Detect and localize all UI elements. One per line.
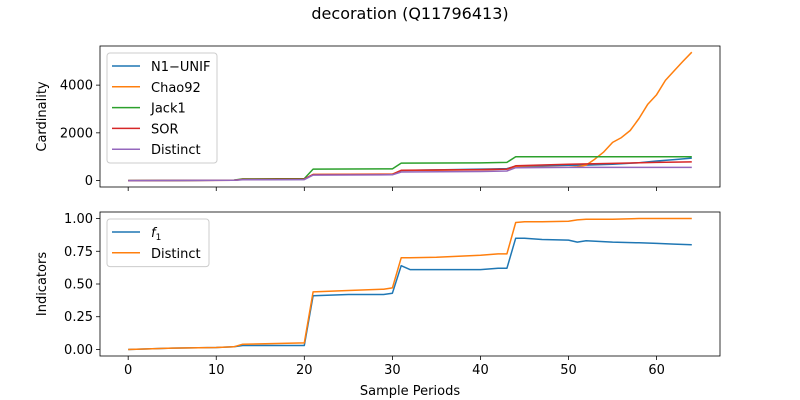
top-y-tick-label: 2000 (60, 126, 93, 141)
bottom-x-tick-label: 40 (472, 363, 489, 378)
bottom-x-tick-label: 50 (560, 363, 577, 378)
top-axes-frame (99, 45, 721, 188)
bottom-x-tick-label: 60 (648, 363, 665, 378)
bottom-series-line-f1 (128, 237, 692, 351)
indicators-panel: 0 10 20 30 40 50 60 0.00 0.25 0.50 0.75 1.00 Indicat… (35, 211, 721, 378)
bottom-y-tick-label: 0.75 (64, 245, 93, 260)
bottom-series-lines (128, 217, 692, 351)
bottom-x-tick-label: 20 (296, 363, 313, 378)
top-y-tick-label: 4000 (60, 79, 93, 94)
top-y-tick-label: 0 (85, 174, 93, 189)
bottom-series-line-distinct (128, 217, 692, 351)
top-series-line-distinct (128, 166, 692, 182)
top-legend: N1−UNIF Chao92 Jack1 SOR Distinct (106, 52, 218, 164)
bottom-legend-label-distinct: Distinct (151, 247, 201, 262)
bottom-legend-label-f1: f1 (151, 226, 161, 243)
cardinality-panel: 0 2000 4000 Cardinality N1−UNIF Chao92 Jack1 SO… (35, 45, 721, 191)
bottom-legend-box (106, 218, 210, 268)
figure-title: decoration (Q11796413) (311, 4, 508, 23)
top-y-axis-label: Cardinality (35, 81, 50, 152)
top-legend-label-n1-unif: N1−UNIF (151, 60, 210, 75)
bottom-y-axis-label: Indicators (35, 252, 50, 316)
bottom-x-tick-label: 0 (124, 363, 132, 378)
top-legend-label-distinct: Distinct (151, 143, 201, 158)
bottom-y-tick-label: 0.50 (64, 278, 93, 293)
bottom-legend: f1 Distinct (106, 218, 210, 268)
bottom-y-tick-label: 0.25 (64, 310, 93, 325)
top-legend-label-sor: SOR (151, 122, 179, 137)
bottom-y-tick-label: 0.00 (64, 343, 93, 358)
top-legend-label-chao92: Chao92 (151, 81, 201, 96)
top-legend-label-jack1: Jack1 (150, 102, 186, 117)
bottom-x-tick-label: 30 (384, 363, 401, 378)
top-series-lines (128, 51, 693, 182)
x-axis-label: Sample Periods (360, 384, 460, 399)
bottom-y-tick-label: 1.00 (64, 212, 93, 227)
top-legend-box (106, 52, 218, 164)
bottom-x-tick-label: 10 (208, 363, 225, 378)
